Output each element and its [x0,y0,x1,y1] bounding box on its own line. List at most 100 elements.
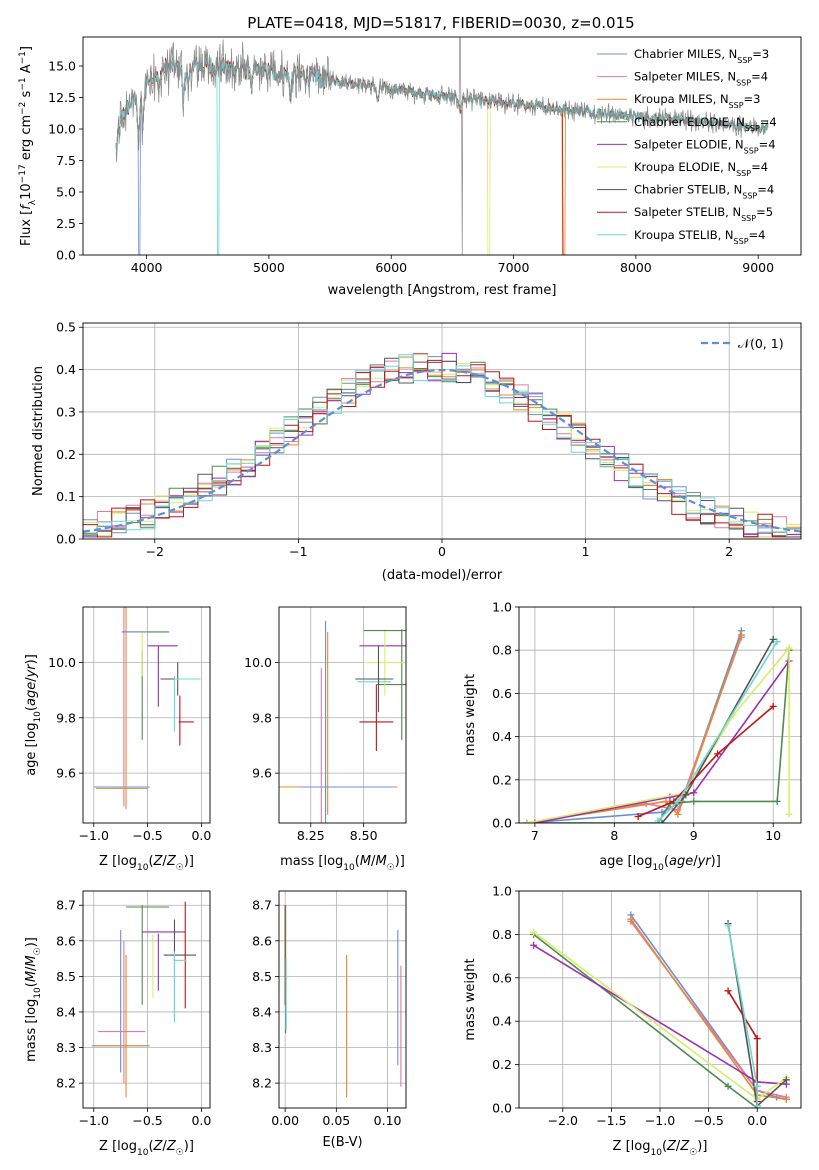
weight-marker [531,819,539,823]
x-tick-label: 7 [531,828,539,843]
panel-residuals: −2 −1 0 1 2 0.0 0.1 0.2 0.3 0.4 0.5 (data-model)/er… [31,320,802,583]
y-tick-label: 0.0 [492,816,512,831]
x-tick-label: 8000 [620,260,652,275]
plot-area [279,891,406,1108]
weight-marker [753,1102,761,1108]
legend-entry: Chabrier MILES, NSSP=3 [634,47,769,65]
y-tick-label: 2.5 [56,216,76,231]
axes-frame [82,606,211,824]
y-tick-label: 8.3 [56,1040,76,1055]
legend-entry: Kroupa ELODIE, NSSP=4 [634,160,768,178]
weight-marker [666,793,674,801]
weight-marker [682,791,690,799]
residual-histogram [83,359,801,538]
panel-mass_vs_ebv: 0.00 0.05 0.10 8.2 8.3 8.4 8.5 8.6 8.7 E(B-V) [252,890,407,1150]
weight-marker [530,928,538,936]
x-axis-label: (data-model)/error [382,568,503,583]
x-tick-label: 8.25 [297,828,325,843]
x-tick-label: −1.5 [596,1113,626,1128]
x-tick-label: 0.05 [322,1113,350,1128]
y-tick-label: 8.4 [56,1004,76,1019]
x-tick-label: −1.0 [645,1113,675,1128]
y-tick-label: 0.2 [492,1057,512,1072]
y-tick-label: 0.4 [492,1014,512,1029]
x-tick-label: 0.0 [191,1113,211,1128]
weight-marker [690,789,698,797]
x-tick-label: 5000 [253,260,285,275]
plot-area [83,323,801,539]
y-tick-label: 5.0 [56,184,76,199]
x-tick-label: 9000 [742,260,774,275]
x-tick-label: 8 [610,828,618,843]
weight-marker [724,987,732,995]
weight-line [526,650,790,823]
observed-spectrum [115,37,769,255]
figure-title: PLATE=0418, MJD=51817, FIBERID=0030, z=0… [247,14,634,32]
y-tick-label: 8.4 [252,1004,272,1019]
x-tick-label: −1 [289,544,307,559]
legend-entry: Kroupa MILES, NSSP=3 [634,92,760,110]
plot-area [519,891,801,1108]
x-tick-label: −1.0 [79,1113,109,1128]
y-tick-label: 7.5 [56,153,76,168]
y-tick-label: 8.2 [252,1076,272,1091]
panel-weight_vs_Z: −2.0 −1.5 −1.0 −0.5 0.0 0.0 0.2 0.4 0.6 0.8 1.0 Z [… [463,884,802,1158]
axes-frame [518,606,802,824]
x-tick-label: 10 [765,828,781,843]
legend-entry: Salpeter ELODIE, NSSP=4 [634,137,776,155]
panel-spectrum: 4000 5000 6000 7000 8000 9000 0.0 2.5 5.0 7.5 10.0… [18,36,802,298]
y-tick-label: 8.7 [56,898,76,913]
y-tick-label: 0.6 [492,686,512,701]
y-tick-label: 1.0 [492,884,512,899]
y-tick-label: 10.0 [48,121,76,136]
weight-marker [674,810,682,818]
x-axis-label: E(B-V) [322,1135,362,1150]
y-tick-label: 8.5 [56,969,76,984]
axes-frame [518,890,802,1109]
y-axis-label: age [log10(age/yr)] [24,654,43,776]
y-tick-label: 1.0 [492,600,512,615]
y-axis-label: mass [log10(M/M☉)] [24,937,43,1062]
x-tick-label: 1 [582,544,590,559]
weight-marker [785,644,793,652]
weight-line [637,705,774,818]
weight-marker [674,797,682,805]
y-tick-label: 0.0 [56,248,76,263]
x-tick-label: 4000 [131,260,163,275]
y-tick-label: 0.2 [56,447,76,462]
y-tick-label: 8.6 [252,933,272,948]
y-axis-label: mass weight [463,958,478,1040]
plot-area [83,891,210,1108]
y-tick-label: 8.5 [252,969,272,984]
plot-area [83,607,210,823]
weight-line [526,636,743,823]
x-axis-label: mass [log10(M/M☉)] [280,854,405,873]
x-axis-label: Z [log10(Z/Z☉)] [99,1139,194,1158]
y-tick-label: 0.6 [492,970,512,985]
residual-histogram [83,354,801,537]
weight-line [526,645,790,823]
axes-frame [278,890,407,1109]
x-tick-label: 0.0 [191,828,211,843]
y-tick-label: 9.8 [252,710,272,725]
y-tick-label: 12.5 [48,90,76,105]
legend-entry: Salpeter MILES, NSSP=4 [634,70,768,88]
plot-area [519,607,801,823]
panel-age_vs_mass: 8.25 8.50 9.6 9.8 10.0 mass [log10(M/M☉)] [244,606,407,873]
weight-marker [773,797,781,805]
weight-marker [654,817,662,823]
y-tick-label: 0.4 [492,729,512,744]
y-tick-label: 0.1 [56,489,76,504]
y-tick-label: 9.8 [56,710,76,725]
y-tick-label: 8.3 [252,1040,272,1055]
legend-entry: Chabrier ELODIE, NSSP=4 [634,115,777,133]
weight-marker [662,797,670,805]
y-axis-label: mass weight [463,674,478,756]
model-spectrum [115,56,566,255]
legend-entry: 𝒩(0, 1) [738,336,784,351]
axes-frame [82,890,211,1109]
y-tick-label: 9.6 [252,766,272,781]
plot-area [115,37,769,255]
weight-marker [737,631,745,639]
panel-age_vs_Z: −1.0 −0.5 0.0 9.6 9.8 10.0 Z [log10(Z/Z☉)] age … [24,606,211,873]
